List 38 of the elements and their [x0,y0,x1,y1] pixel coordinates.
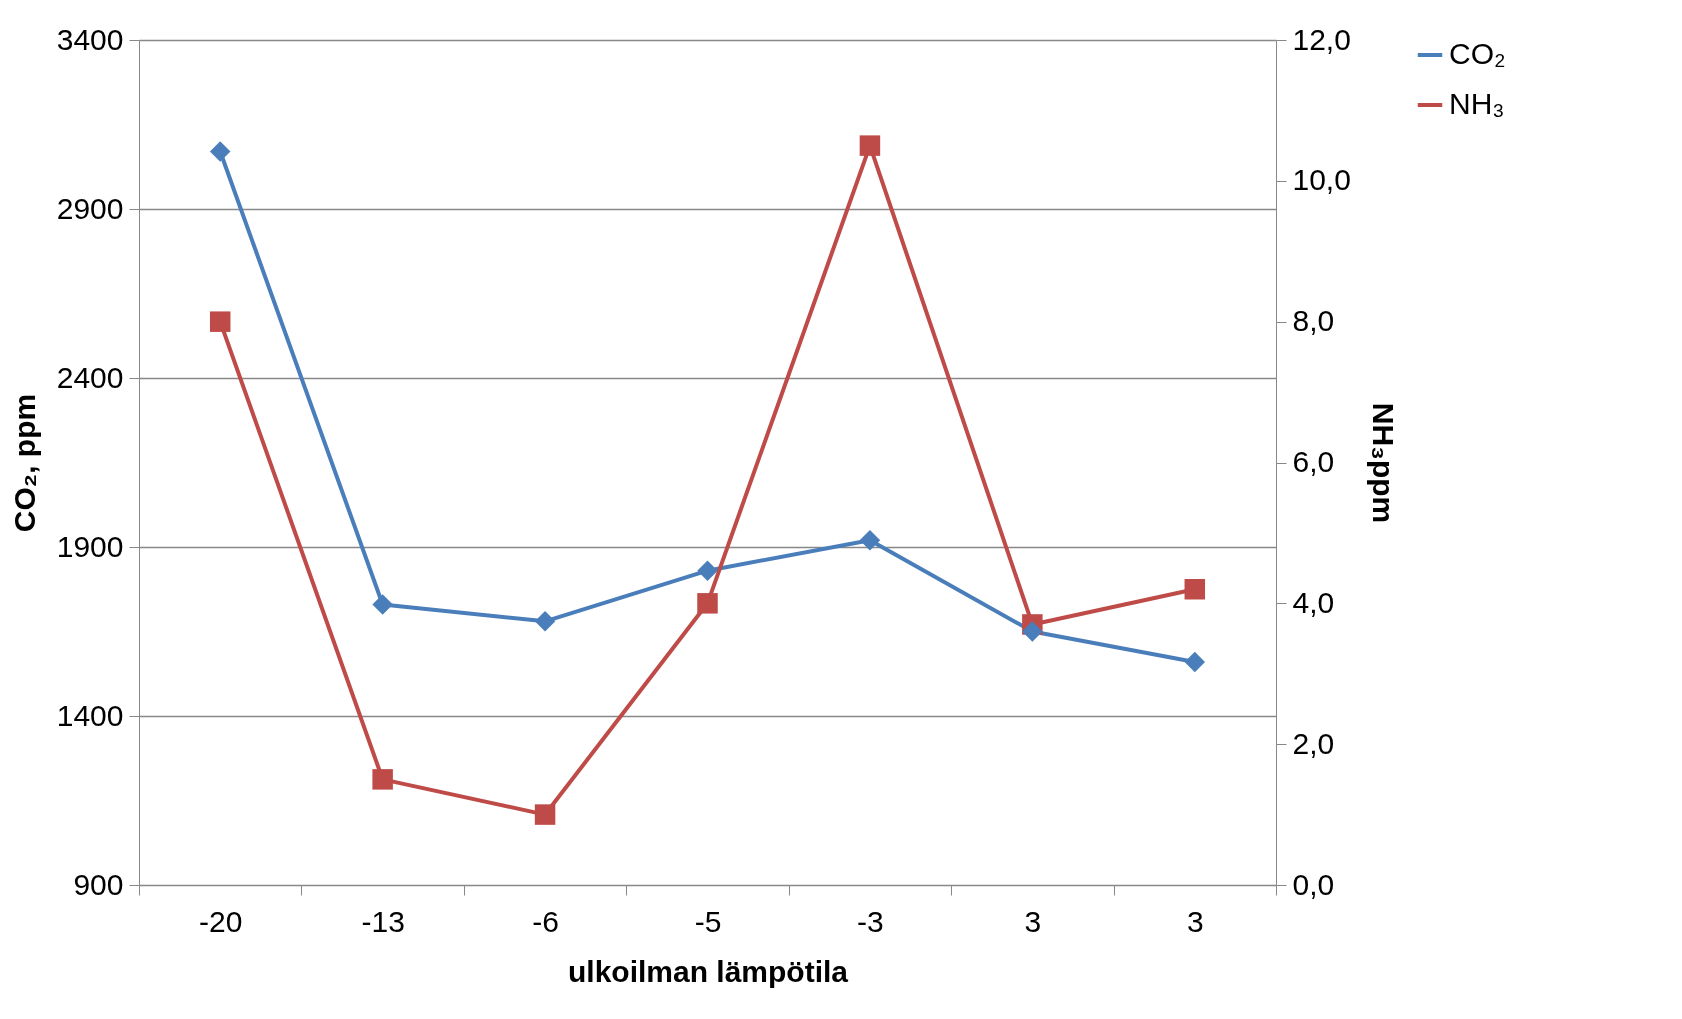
y2-tick-label: 6,0 [1292,445,1335,478]
x-tick-label: 3 [1186,904,1204,938]
x-tick-label: -6 [532,904,559,938]
legend-label: CO₂ [1449,37,1506,70]
y2-tick-label: 8,0 [1292,304,1335,338]
y2-tick-label: 2,0 [1292,726,1335,760]
x-tick-label: -5 [694,904,722,938]
point [372,594,393,615]
y2-tick-label: 12,0 [1292,22,1351,56]
point [697,593,718,614]
x-tick-label: 3 [1024,904,1042,938]
y2-tick-label: 10,0 [1292,163,1351,197]
point [372,769,393,790]
y2-tick-label: 0,0 [1292,867,1335,901]
x-tick-label: -3 [857,904,884,938]
y-tick-label: 1900 [56,529,124,563]
y-axis-title: CO₂, ppm [7,393,41,533]
point [534,611,556,632]
point [859,529,881,551]
point [534,804,556,825]
point [209,141,231,162]
point [1184,579,1206,600]
point [859,135,881,156]
y-tick-label: 1400 [56,698,124,732]
point [697,560,718,581]
y-tick-label: 900 [73,867,124,901]
y-tick-label: 3400 [56,22,124,56]
legend-label: NH₃ [1449,87,1505,120]
point [1022,621,1043,642]
point [1184,651,1206,673]
y2-tick-label: 4,0 [1292,585,1335,619]
y-tick-label: 2400 [56,360,124,394]
y2-axis-title: NH₃ppm [1366,402,1400,524]
x-tick-label: -20 [199,904,243,938]
x-tick-label: -13 [361,904,405,938]
x-axis-title: ulkoilman lämpötila [567,954,849,988]
point [209,311,231,332]
y-tick-label: 2900 [56,191,124,225]
